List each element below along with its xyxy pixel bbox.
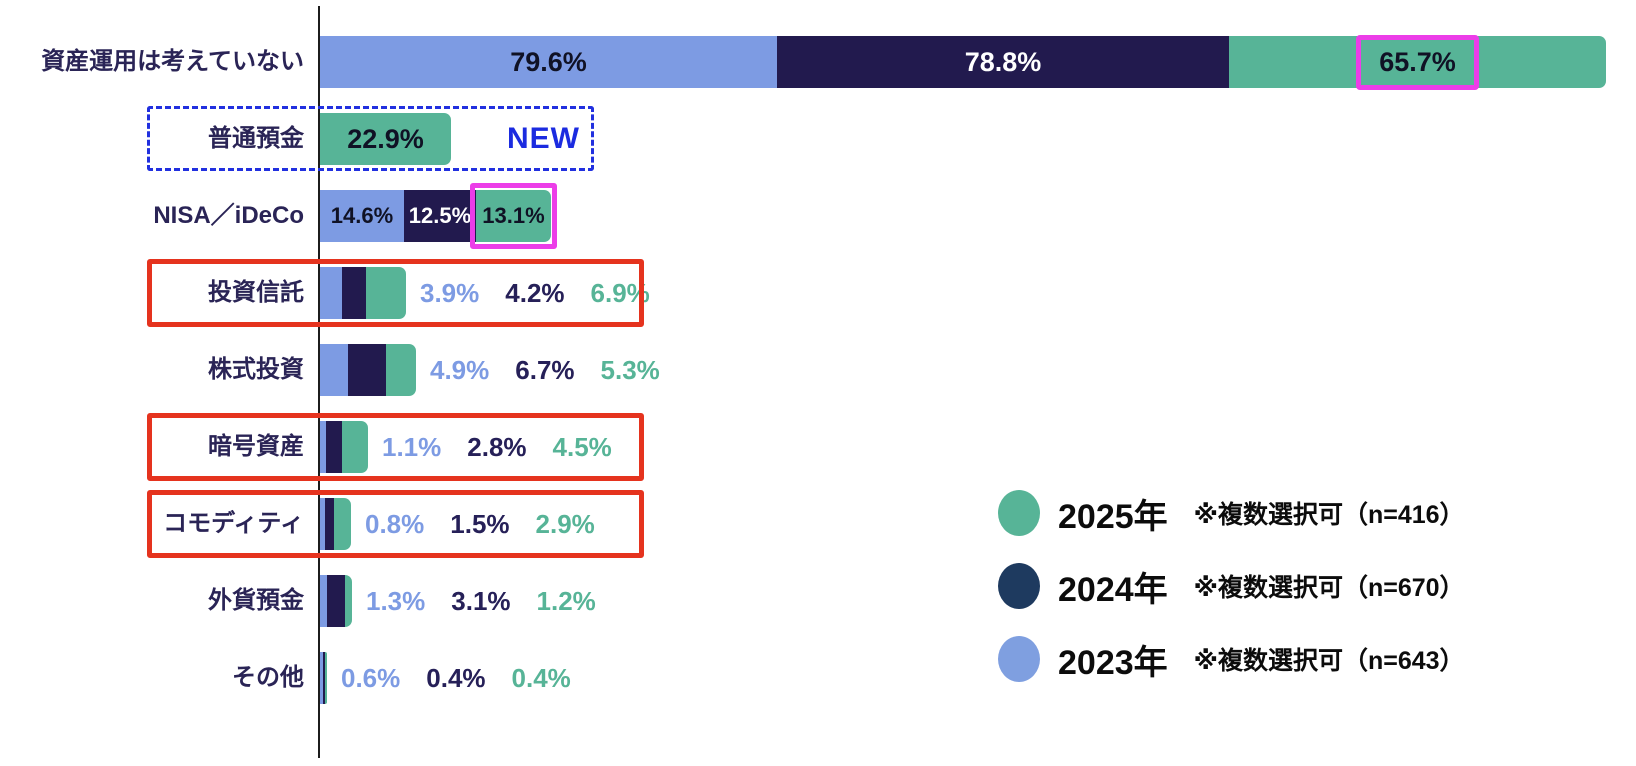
value-label: 79.6% [510,46,587,77]
value-labels: 4.9% 6.7% 5.3% [430,344,660,396]
bar-segment-2025年: 65.7% [1229,34,1606,90]
bar-segment-2025年: 22.9% [320,113,451,165]
bar-segment-2025年 [325,652,327,704]
legend-year-label: 2025年 [1058,497,1168,536]
value-label: 0.8% [365,509,425,539]
category-label: 投資信託 [208,279,304,306]
value-label: 78.8% [964,46,1042,77]
value-label: 1.1% [382,432,442,462]
bar-segment-2025年 [334,498,351,550]
bar-segment-2024年 [348,344,386,396]
bar-segment-2023年: 79.6% [320,36,777,88]
value-labels: 1.1% 2.8% 4.5% [382,421,612,473]
value-label: 22.9% [347,123,424,154]
value-label: 3.9% [420,278,480,308]
value-labels: 0.8% 1.5% 2.9% [365,498,595,550]
value-label: 0.4% [426,663,486,693]
category-label: NISA／iDeCo [153,202,304,229]
value-label: 5.3% [600,355,660,385]
legend-color-dot [998,563,1040,609]
bar-segment-2024年 [326,421,342,473]
category-label: 外貨預金 [208,587,304,614]
value-label: 0.4% [511,663,571,693]
value-label: 2.9% [535,509,595,539]
stacked-bar [320,498,351,550]
stacked-bar [320,344,416,396]
value-label: 4.9% [430,355,490,385]
bar-segment-2023年 [320,344,348,396]
legend-item: 2024年 ※複数選択可（n=670） [998,561,1465,611]
value-label: 0.6% [341,663,401,693]
bar-segment-2024年 [327,575,345,627]
legend-note-label: ※複数選択可（n=416） [1193,501,1465,529]
category-label: 普通預金 [208,125,304,152]
legend-note-label: ※複数選択可（n=643） [1193,647,1465,675]
value-label: 3.1% [451,586,511,616]
legend-year-label: 2023年 [1058,643,1168,682]
value-label: 14.6% [330,203,394,228]
new-badge: NEW [507,122,580,155]
stacked-bar [320,267,406,319]
bar-segment-2023年 [320,421,326,473]
stacked-bar [320,575,352,627]
category-label: 資産運用は考えていない [41,48,304,75]
legend-color-dot [998,636,1040,682]
bar-segment-2023年: 14.6% [320,190,404,242]
stacked-bar [320,652,327,704]
bar-segment-2024年 [325,498,334,550]
legend-note-label: ※複数選択可（n=670） [1193,574,1465,602]
bar-segment-2024年: 12.5% [404,190,476,242]
bar-segment-2025年 [345,575,352,627]
category-label: 株式投資 [208,356,304,383]
category-label: コモディティ [163,510,304,537]
bar-segment-2024年 [342,267,366,319]
bar-segment-2025年 [366,267,406,319]
bar-segment-2025年 [342,421,368,473]
value-labels: 3.9% 4.2% 6.9% [420,267,650,319]
value-labels: 1.3% 3.1% 1.2% [366,575,596,627]
legend-year-label: 2024年 [1058,570,1168,609]
value-labels: 0.6% 0.4% 0.4% [341,652,571,704]
legend-color-dot [998,490,1040,536]
category-label: 暗号資産 [208,433,304,460]
bar-segment-2024年 [323,652,325,704]
stacked-bar: 14.6% 12.5% 13.1% [320,190,551,242]
value-label: 4.5% [552,432,612,462]
legend: 2025年 ※複数選択可（n=416） 2024年 ※複数選択可（n=670） 2023… [998,488,1465,707]
bar-segment-2023年 [320,575,327,627]
value-label: 6.7% [515,355,575,385]
value-label: 2.8% [467,432,527,462]
stacked-bar [320,421,368,473]
legend-item: 2025年 ※複数選択可（n=416） [998,488,1465,538]
value-label: 4.2% [505,278,565,308]
stacked-bar: 79.6% 78.8% 65.7% [320,34,1606,90]
bar-segment-2024年: 78.8% [777,36,1229,88]
axis-baseline [318,6,320,758]
bar-segment-2025年 [386,344,416,396]
category-label: その他 [232,664,304,691]
value-label: 1.5% [450,509,510,539]
bar-segment-2025年: 13.1% [476,190,551,242]
legend-item: 2023年 ※複数選択可（n=643） [998,634,1465,684]
value-label: 12.5% [408,203,472,228]
value-label: 1.3% [366,586,426,616]
bar-segment-2023年 [320,267,342,319]
bar-segment-2023年 [320,652,323,704]
value-label: 13.1% [482,203,545,228]
bar-segment-2023年 [320,498,325,550]
value-label: 6.9% [590,278,650,308]
stacked-bar: 22.9% [320,113,451,165]
magenta-highlight-box: 65.7% [1356,34,1479,90]
value-label: 1.2% [536,586,596,616]
